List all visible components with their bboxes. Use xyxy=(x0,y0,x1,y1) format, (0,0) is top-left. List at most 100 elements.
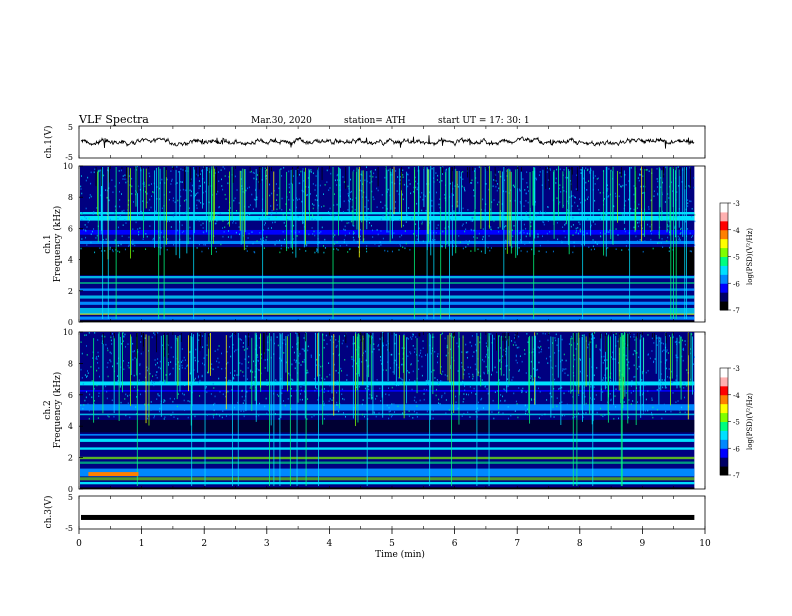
spectrogram-speck xyxy=(398,249,399,251)
spectrogram-speck xyxy=(149,373,150,375)
spectrogram-speck xyxy=(423,347,424,349)
spectrogram-speck xyxy=(435,172,436,174)
spectrogram-speck xyxy=(285,405,286,407)
spectrogram-speck xyxy=(219,362,220,364)
spectrogram-speck xyxy=(482,239,483,241)
spectrogram-speck xyxy=(390,367,391,369)
spectrogram-speck xyxy=(170,373,171,375)
spectrogram-speck xyxy=(582,335,583,337)
spectrogram-gap xyxy=(688,333,689,355)
sferic-streak xyxy=(361,170,362,212)
spectrogram-speck xyxy=(120,215,121,217)
spectrogram-speck xyxy=(463,384,464,386)
spectrogram-speck xyxy=(383,215,384,217)
spectrogram-speck xyxy=(475,411,476,413)
spectrogram-gap xyxy=(264,333,265,354)
spectrogram-speck xyxy=(527,408,528,410)
spectrogram-speck xyxy=(547,362,548,364)
time-axis-tick-label: 2 xyxy=(201,539,207,549)
sferic-streak xyxy=(615,336,616,383)
sferic-streak xyxy=(529,336,530,424)
spectrogram-speck xyxy=(243,375,244,377)
spectrogram-speck xyxy=(223,166,224,168)
spectrogram-speck xyxy=(257,240,258,242)
spectrogram-speck xyxy=(164,418,165,420)
spectrogram-speck xyxy=(99,376,100,378)
sferic-streak xyxy=(532,336,533,382)
spectrogram-gap xyxy=(383,333,384,342)
spectrogram-speck xyxy=(382,194,383,196)
spectrogram-gap xyxy=(685,167,686,189)
spectrogram-speck xyxy=(329,213,330,215)
spectrogram-speck xyxy=(462,178,463,180)
spectrogram-speck xyxy=(299,182,300,184)
spectrogram-speck xyxy=(504,388,505,390)
spectrogram-speck xyxy=(547,167,548,169)
spectrogram-speck xyxy=(415,336,416,338)
spectrogram-speck xyxy=(513,344,514,346)
spectrogram-speck xyxy=(379,388,380,390)
colorbar-swatch xyxy=(720,203,728,212)
time-axis-tick-label: 10 xyxy=(699,539,711,549)
spectrogram-speck xyxy=(555,365,556,367)
spectrogram-speck xyxy=(182,348,183,350)
spectrogram-speck xyxy=(110,248,111,250)
spectrogram-gap xyxy=(370,333,371,344)
spectrogram-speck xyxy=(215,396,216,398)
spectrogram-speck xyxy=(250,204,251,206)
spectrogram-speck xyxy=(409,415,410,417)
spectrogram-speck xyxy=(632,383,633,385)
spectrogram-speck xyxy=(402,382,403,384)
spectrogram-speck xyxy=(297,199,298,201)
spectrogram-speck xyxy=(518,347,519,349)
spectrogram-speck xyxy=(620,213,621,215)
spectrogram-speck xyxy=(399,219,400,221)
spectrogram-speck xyxy=(334,193,335,195)
spectrogram-speck xyxy=(337,204,338,206)
spectrogram-speck xyxy=(522,219,523,221)
spectrogram-gap xyxy=(190,167,191,182)
spectrogram-speck xyxy=(151,380,152,382)
spectrogram-gap xyxy=(469,167,470,183)
colorbar-swatch xyxy=(720,395,728,404)
strong-sferic xyxy=(269,333,270,486)
spectrogram-speck xyxy=(628,249,629,251)
spectrogram-speck xyxy=(136,222,137,224)
spectrogram-speck xyxy=(245,358,246,360)
spectrogram-gap xyxy=(577,167,578,191)
spectrogram-speck xyxy=(161,247,162,249)
spectrogram-speck xyxy=(668,197,669,199)
spectrogram-speck xyxy=(464,231,465,233)
spectrogram-speck xyxy=(574,242,575,244)
spectrogram-speck xyxy=(491,374,492,376)
spectrogram-speck xyxy=(633,390,634,392)
spectrogram-speck xyxy=(330,398,331,400)
spectrogram-speck xyxy=(325,247,326,249)
spectrogram-speck xyxy=(630,336,631,338)
spectrogram-speck xyxy=(585,396,586,398)
spectrogram-speck xyxy=(657,242,658,244)
spectrogram-speck xyxy=(336,248,337,250)
spectrogram-speck xyxy=(633,336,634,338)
strong-sferic xyxy=(158,167,159,319)
spectrogram-speck xyxy=(204,182,205,184)
early-low-frequency-patch xyxy=(88,472,138,476)
spectrogram-speck xyxy=(154,334,155,336)
strong-sferic xyxy=(576,333,577,486)
spectrogram-speck xyxy=(657,178,658,180)
spectrogram-speck xyxy=(642,175,643,177)
spectrogram-speck xyxy=(438,399,439,401)
spectrogram-speck xyxy=(564,369,565,371)
spectrogram-speck xyxy=(209,220,210,222)
spectrogram-speck xyxy=(474,388,475,390)
spectrogram-speck xyxy=(610,380,611,382)
spectrogram-speck xyxy=(471,220,472,222)
spectrogram-speck xyxy=(503,349,504,351)
spectrogram-speck xyxy=(268,410,269,412)
spectrogram-speck xyxy=(113,416,114,418)
spectrogram-speck xyxy=(601,414,602,416)
spectrogram-speck xyxy=(537,369,538,371)
time-axis-tick-label: 4 xyxy=(327,539,333,549)
sferic-streak xyxy=(302,170,303,224)
spectrogram-speck xyxy=(86,218,87,220)
